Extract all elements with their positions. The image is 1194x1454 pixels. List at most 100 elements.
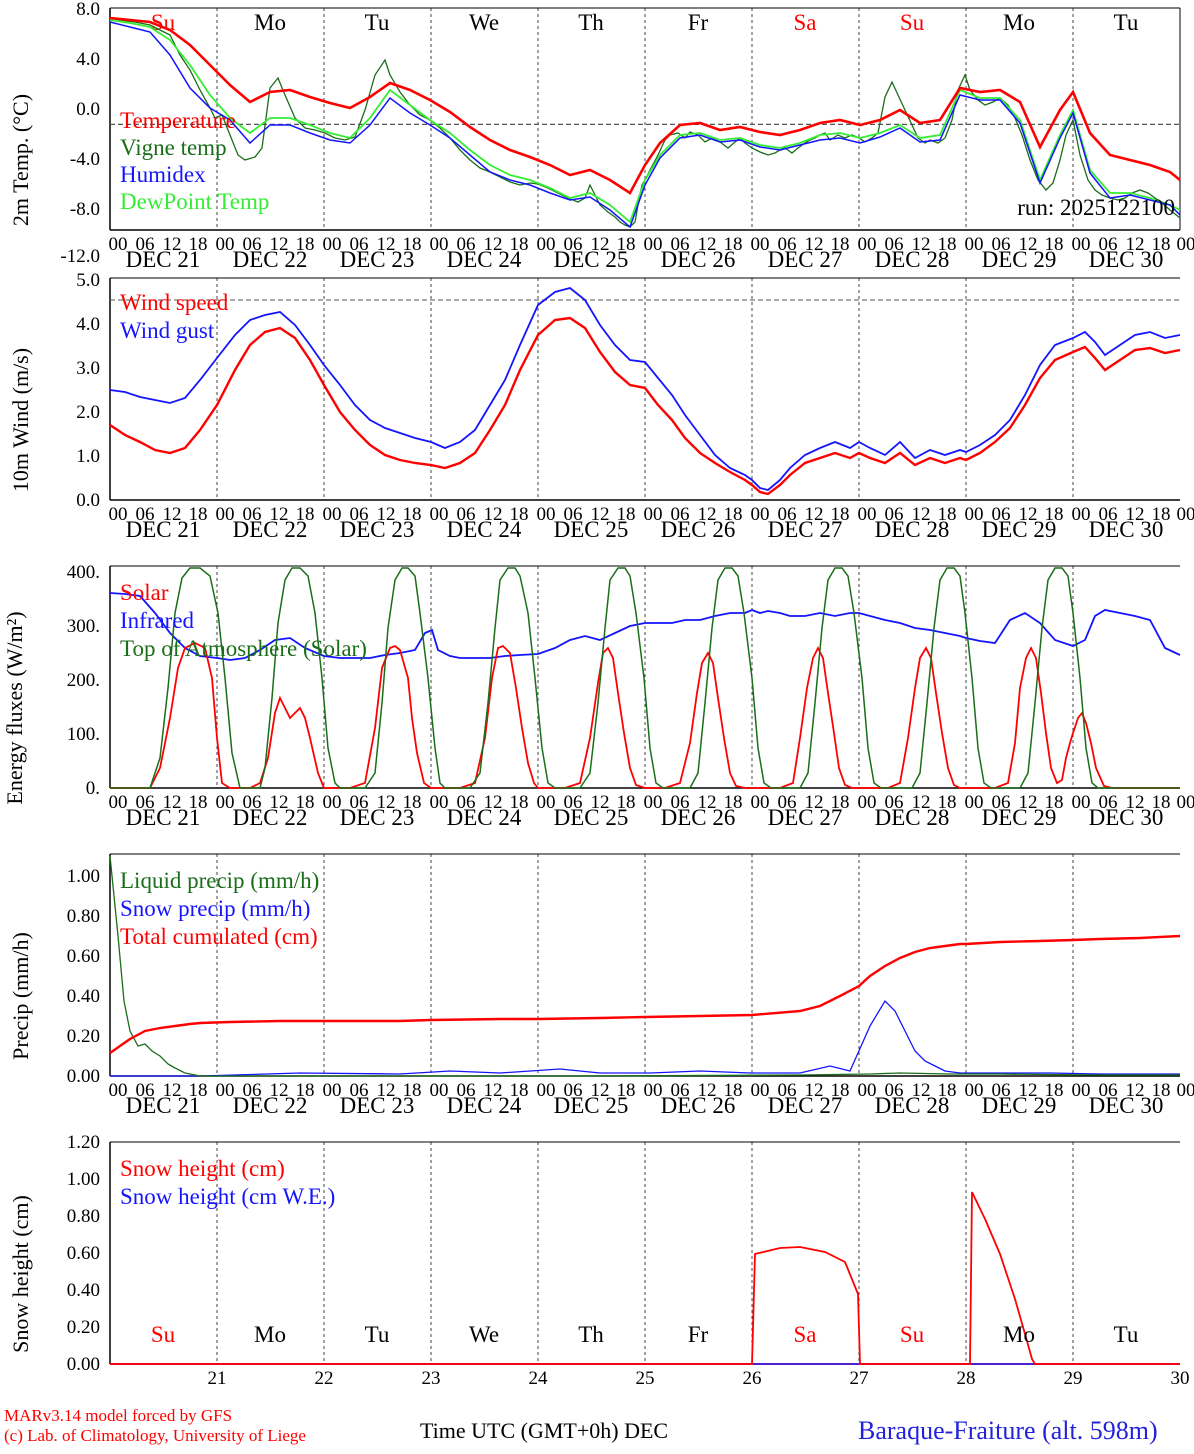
svg-text:00: 00 [1177,792,1194,813]
svg-text:DewPoint Temp: DewPoint Temp [120,189,269,214]
precip-legend: Liquid precip (mm/h) Snow precip (mm/h) … [120,868,319,949]
svg-text:21: 21 [208,1368,227,1389]
energy-legend: Solar Infrared Top of Atmosphere (Solar) [120,580,367,661]
svg-text:Sa: Sa [794,1322,817,1347]
svg-text:0.00: 0.00 [67,1066,100,1087]
svg-text:1.00: 1.00 [67,866,100,887]
svg-text:DEC 27: DEC 27 [768,247,843,270]
svg-text:DEC 21: DEC 21 [126,517,201,542]
svg-text:4.0: 4.0 [76,314,100,335]
svg-text:-4.0: -4.0 [70,149,100,170]
svg-text:DEC 22: DEC 22 [233,805,308,830]
svg-text:Th: Th [578,1322,604,1347]
svg-text:25: 25 [636,1368,655,1389]
svg-text:-12.0: -12.0 [60,246,100,267]
svg-text:DEC 23: DEC 23 [340,517,415,542]
snow-yaxis: 0.00 0.20 0.40 0.60 0.80 1.00 1.20 [67,1134,100,1375]
svg-text:DEC 27: DEC 27 [768,805,843,830]
svg-text:8.0: 8.0 [76,0,100,20]
precip-panel: 0.00 0.20 0.40 0.60 0.80 1.00 Precip (mm… [0,846,1194,1134]
svg-text:200.: 200. [67,670,100,691]
svg-text:DEC 21: DEC 21 [126,805,201,830]
svg-text:DEC 30: DEC 30 [1089,517,1164,542]
svg-text:00: 00 [1177,234,1194,255]
svg-text:Top of Atmosphere (Solar): Top of Atmosphere (Solar) [120,636,367,661]
energy-gridlines [110,566,1180,788]
run-label: run: 2025122100 [1017,195,1175,220]
svg-text:DEC 24: DEC 24 [447,805,522,830]
svg-text:DEC 26: DEC 26 [661,1093,736,1118]
svg-text:23: 23 [422,1368,441,1389]
svg-text:100.: 100. [67,724,100,745]
svg-text:0.00: 0.00 [67,1354,100,1375]
xaxis-caption: Time UTC (GMT+0h) DEC [420,1418,668,1444]
svg-text:Fr: Fr [688,1322,709,1347]
svg-text:Su: Su [151,1322,176,1347]
wind-ylabel: 10m Wind (m/s) [8,348,33,492]
station-label: Baraque-Fraiture (alt. 598m) [858,1416,1158,1446]
svg-text:Wind speed: Wind speed [120,290,229,315]
energy-yaxis: 0. 100. 200. 300. 400. [67,562,100,799]
wind-yaxis: 0.0 1.0 2.0 3.0 4.0 5.0 [76,270,100,511]
svg-text:Mo: Mo [1003,1322,1035,1347]
model-credit: MARv3.14 model forced by GFS (c) Lab. of… [4,1406,306,1446]
svg-text:26: 26 [743,1368,762,1389]
svg-text:Snow precip (mm/h): Snow precip (mm/h) [120,896,310,921]
svg-text:Snow height (cm): Snow height (cm) [120,1156,285,1181]
svg-text:DEC 24: DEC 24 [447,1093,522,1118]
temp-ylabel: 2m Temp. (°C) [8,94,33,226]
svg-text:DEC 25: DEC 25 [554,247,629,270]
svg-text:Wind gust: Wind gust [120,318,215,343]
svg-text:00: 00 [1177,504,1194,525]
svg-text:Sa: Sa [794,10,817,35]
svg-text:0.80: 0.80 [67,1206,100,1227]
snow-ylabel: Snow height (cm) [8,1195,33,1353]
svg-text:00: 00 [1177,1080,1194,1101]
svg-text:DEC 26: DEC 26 [661,517,736,542]
svg-text:DEC 21: DEC 21 [126,1093,201,1118]
svg-text:DEC 25: DEC 25 [554,805,629,830]
svg-text:1.0: 1.0 [76,446,100,467]
svg-text:DEC 25: DEC 25 [554,517,629,542]
svg-text:Mo: Mo [1003,10,1035,35]
svg-text:DEC 28: DEC 28 [875,517,950,542]
svg-text:Th: Th [578,10,604,35]
svg-text:400.: 400. [67,562,100,583]
svg-text:DEC 30: DEC 30 [1089,247,1164,270]
svg-text:DEC 23: DEC 23 [340,805,415,830]
svg-text:DEC 27: DEC 27 [768,517,843,542]
precip-ylabel: Precip (mm/h) [8,932,33,1060]
svg-text:0.80: 0.80 [67,906,100,927]
svg-text:Su: Su [900,1322,925,1347]
svg-text:0.60: 0.60 [67,946,100,967]
svg-text:Tu: Tu [1114,10,1139,35]
svg-text:We: We [469,10,499,35]
svg-text:300.: 300. [67,616,100,637]
wind-panel: 0.0 1.0 2.0 3.0 4.0 5.0 10m Wind (m/s) W… [0,270,1194,558]
svg-text:1.00: 1.00 [67,1169,100,1190]
svg-text:We: We [469,1322,499,1347]
svg-text:DEC 24: DEC 24 [447,247,522,270]
svg-text:0.0: 0.0 [76,490,100,511]
svg-text:Mo: Mo [254,10,286,35]
svg-text:DEC 29: DEC 29 [982,247,1057,270]
svg-text:DEC 29: DEC 29 [982,517,1057,542]
svg-text:Snow height (cm W.E.): Snow height (cm W.E.) [120,1184,335,1209]
wind-legend: Wind speed Wind gust [120,290,229,343]
svg-text:DEC 30: DEC 30 [1089,1093,1164,1118]
temperature-panel: 8.0 4.0 0.0 -4.0 -8.0 -12.0 2m Temp. (°C… [0,0,1194,270]
svg-text:DEC 21: DEC 21 [126,247,201,270]
svg-text:DEC 23: DEC 23 [340,1093,415,1118]
svg-text:DEC 24: DEC 24 [447,517,522,542]
energy-fluxes-panel: 0. 100. 200. 300. 400. Energy fluxes (W/… [0,558,1194,846]
svg-text:0.60: 0.60 [67,1243,100,1264]
svg-text:DEC 27: DEC 27 [768,1093,843,1118]
svg-text:DEC 29: DEC 29 [982,805,1057,830]
temp-yaxis: 8.0 4.0 0.0 -4.0 -8.0 -12.0 [60,0,100,267]
svg-text:Su: Su [900,10,925,35]
snow-height-panel: 0.00 0.20 0.40 0.60 0.80 1.00 1.20 Snow … [0,1134,1194,1406]
svg-text:0.0: 0.0 [76,99,100,120]
svg-text:Tu: Tu [365,1322,390,1347]
svg-text:DEC 22: DEC 22 [233,1093,308,1118]
svg-text:DEC 26: DEC 26 [661,247,736,270]
